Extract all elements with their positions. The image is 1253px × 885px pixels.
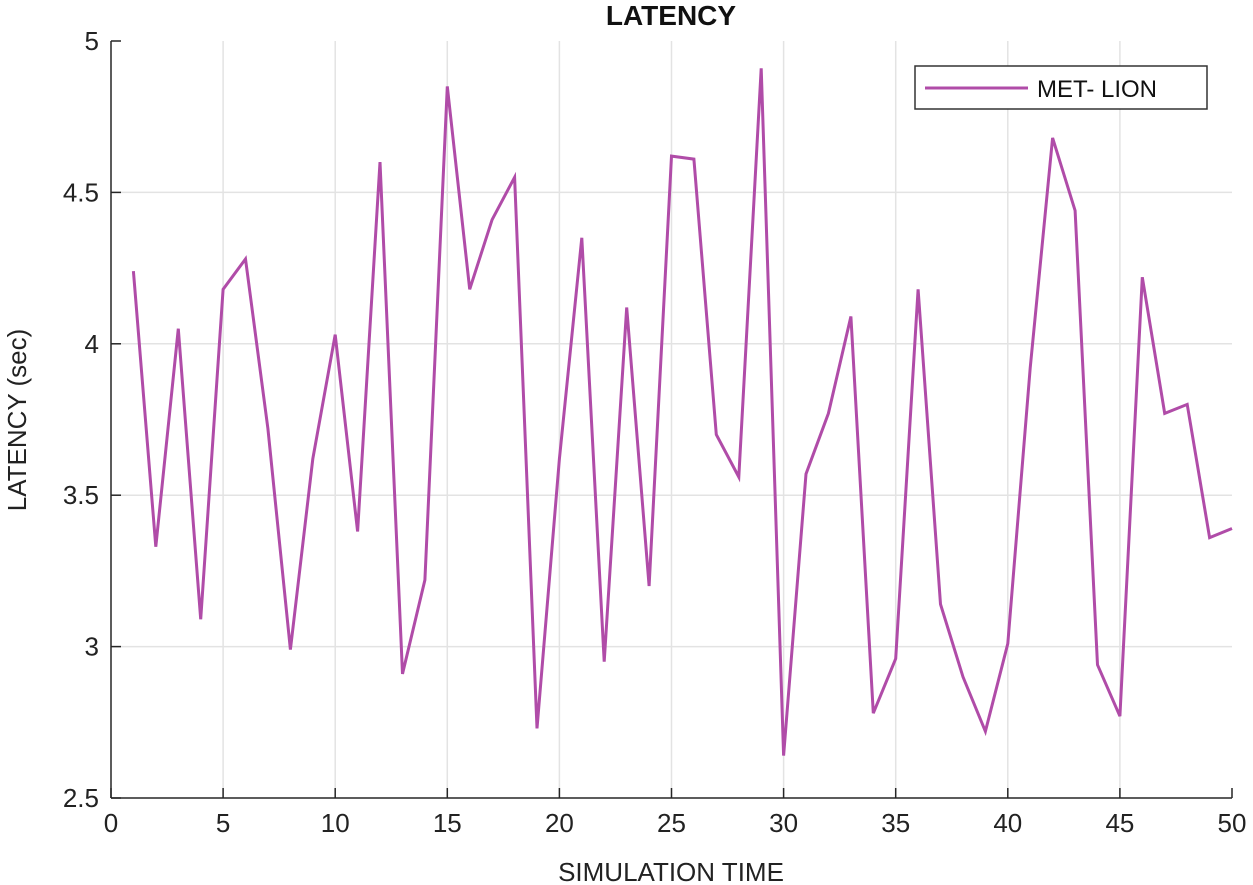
- y-tick-label: 3: [85, 632, 99, 662]
- y-tick-label: 5: [85, 26, 99, 56]
- x-tick-label: 30: [769, 808, 798, 838]
- chart-title: LATENCY: [606, 0, 736, 31]
- legend: MET- LION: [914, 65, 1208, 110]
- tick-labels: 0 5 10 15 20 25 30 35 40 45 50 2.5 3 3.5 4 4.5 5: [63, 26, 1247, 838]
- x-tick-label: 20: [545, 808, 574, 838]
- x-tick-label: 10: [321, 808, 350, 838]
- x-tick-label: 40: [993, 808, 1022, 838]
- axes: [110, 40, 1233, 799]
- grid-lines: [111, 41, 1232, 798]
- x-tick-label: 0: [104, 808, 118, 838]
- x-tick-label: 50: [1218, 808, 1247, 838]
- y-axis-title: LATENCY (sec): [2, 329, 32, 512]
- x-tick-label: 5: [216, 808, 230, 838]
- x-tick-label: 15: [433, 808, 462, 838]
- x-tick-label: 45: [1105, 808, 1134, 838]
- y-tick-label: 4.5: [63, 177, 99, 207]
- y-tick-label: 2.5: [63, 783, 99, 813]
- series-line-met-lion: [131, 68, 1233, 756]
- series-layer: [131, 68, 1233, 756]
- y-tick-label: 3.5: [63, 480, 99, 510]
- x-tick-label: 35: [881, 808, 910, 838]
- x-tick-label: 25: [657, 808, 686, 838]
- y-tick-label: 4: [85, 329, 99, 359]
- x-axis-title: SIMULATION TIME: [558, 857, 784, 885]
- legend-series-label: MET- LION: [1037, 76, 1157, 103]
